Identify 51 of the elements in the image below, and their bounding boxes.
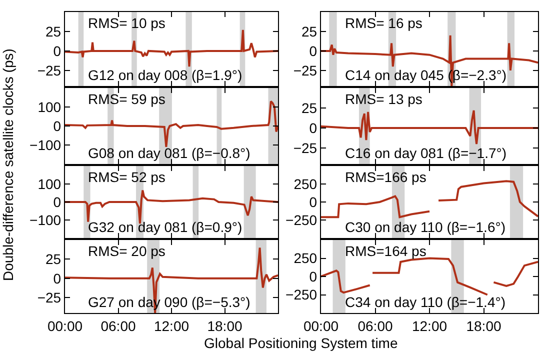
y-tick-label: −250 (286, 212, 318, 228)
annotation: C16 on day 081 (β=−1.7°) (345, 145, 507, 161)
annotation: RMS= 52 ps (88, 169, 166, 185)
annotation: RMS= 13 ps (345, 91, 422, 107)
y-tick-label: 25 (302, 23, 318, 40)
x-tick-label: 12:00 (412, 318, 448, 334)
x-tick-label: 06:00 (358, 318, 393, 334)
x-tick-label: 00:00 (303, 318, 339, 334)
x-tick-label: 18:00 (207, 318, 242, 334)
y-tick-label: 250 (294, 250, 318, 266)
y-tick-label: 25 (46, 23, 62, 40)
x-tick-label: 06:00 (100, 318, 136, 334)
y-tick-label: −100 (30, 212, 62, 228)
x-tick-label: 12:00 (154, 318, 190, 334)
y-tick-label: 25 (302, 100, 318, 116)
x-tick-label: 18:00 (466, 318, 502, 334)
y-tick-label: 0 (53, 118, 62, 134)
y-tick-label: 100 (38, 176, 62, 192)
annotation: RMS=166 ps (345, 169, 426, 185)
annotation: RMS= 10 ps (88, 15, 166, 31)
y-tick-label: 25 (46, 251, 62, 268)
line-series (65, 246, 278, 313)
annotation: RMS= 16 ps (345, 15, 422, 31)
annotation: G12 on day 008 (β=1.9°) (88, 67, 242, 83)
annotation: C30 on day 110 (β=−1.6°) (345, 219, 506, 235)
y-tick-label: 0 (309, 194, 318, 210)
y-tick-label: 100 (38, 98, 62, 115)
annotation: C34 on day 110 (β=−1.4°) (345, 294, 506, 310)
y-axis-title: Double-difference satellite clocks (ps) (0, 48, 16, 281)
y-tick-label: −25 (293, 140, 318, 156)
y-tick-label: 0 (53, 194, 62, 210)
y-tick-label: 0 (309, 268, 318, 284)
x-tick-label: 00:00 (47, 318, 83, 334)
annotation: RMS= 20 ps (88, 243, 166, 259)
y-tick-label: 0 (309, 42, 318, 59)
y-tick-label: 250 (294, 176, 318, 192)
y-tick-label: 0 (53, 42, 62, 59)
y-tick-label: −100 (30, 136, 62, 153)
annotation: RMS= 59 ps (88, 91, 166, 107)
y-tick-label: 0 (309, 120, 318, 136)
x-axis-title: Global Positioning System time (204, 335, 398, 351)
y-tick-label: −25 (293, 62, 318, 78)
y-tick-label: −250 (286, 286, 318, 303)
annotation: G32 on day 081 (β=0.9°) (88, 219, 242, 235)
y-tick-label: 0 (53, 270, 62, 286)
y-tick-label: −25 (37, 62, 62, 78)
line-series (321, 34, 538, 86)
y-tick-label: −25 (37, 290, 62, 306)
annotation: G08 on day 081 (β=−0.8°) (88, 145, 250, 161)
line-series (321, 109, 538, 145)
annotation: RMS=164 ps (345, 243, 426, 259)
